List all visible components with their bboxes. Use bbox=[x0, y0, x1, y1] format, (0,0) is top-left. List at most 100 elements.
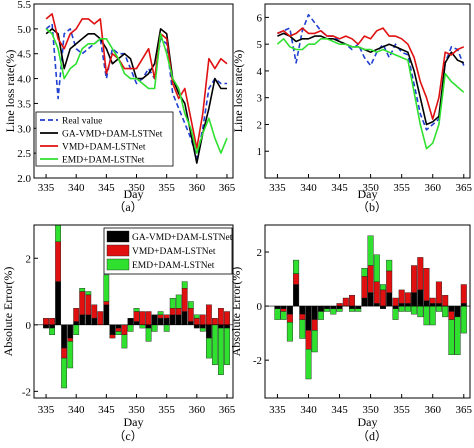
panel-c-bar-emd-dam-lstnet-day-348 bbox=[121, 334, 128, 349]
panel-c-bar-ga-vmd-dam-lstnet-day-346 bbox=[109, 324, 116, 335]
panel-c-bar-vmd-dam-lstnet-day-360 bbox=[193, 318, 200, 326]
panel-c-bar-emd-dam-lstnet-day-341 bbox=[79, 288, 86, 292]
panel-c-bar-vmd-dam-lstnet-day-336 bbox=[49, 318, 56, 326]
panel-c-bar-ga-vmd-dam-lstnet-day-357 bbox=[175, 314, 182, 325]
panel-c-bar-ga-vmd-dam-lstnet-day-343 bbox=[91, 318, 98, 326]
panel-c-bar-ga-vmd-dam-lstnet-day-354 bbox=[157, 318, 164, 326]
panel-d-bar-vmd-dam-lstnet-day-339 bbox=[299, 314, 306, 320]
panel-c-y-tick-label-1: 0 bbox=[26, 320, 32, 332]
panel-c-plot-area bbox=[43, 225, 230, 389]
panel-d-bar-emd-dam-lstnet-day-349 bbox=[361, 268, 368, 277]
panel-d-bar-ga-vmd-dam-lstnet-day-343 bbox=[324, 305, 331, 310]
panel-c-legend-label-0: GA-VMD+DAM-LSTNet bbox=[132, 233, 233, 243]
panel-d-bar-ga-vmd-dam-lstnet-day-359 bbox=[423, 300, 430, 307]
panel-d-bar-emd-dam-lstnet-day-351 bbox=[373, 254, 380, 282]
panel-d-bar-emd-dam-lstnet-day-341 bbox=[311, 330, 318, 353]
panel-d-bar-ga-vmd-dam-lstnet-day-353 bbox=[386, 292, 393, 307]
panel-c-bar-vmd-dam-lstnet-day-337 bbox=[55, 241, 62, 282]
panel-b-y-tick-label-2: 3 bbox=[257, 93, 263, 105]
panel-b-x-tick-label-355: 355 bbox=[393, 182, 410, 194]
panel-a-y-tick-label-6: 5.0 bbox=[17, 24, 31, 36]
panel-c-bar-vmd-dam-lstnet-day-358 bbox=[181, 288, 188, 312]
panel-c-bar-vmd-dam-lstnet-day-338 bbox=[61, 347, 68, 359]
panel-c-bar-ga-vmd-dam-lstnet-day-359 bbox=[187, 321, 194, 325]
panel-c-bar-emd-dam-lstnet-day-362 bbox=[205, 337, 212, 359]
panel-d-bar-vmd-dam-lstnet-day-358 bbox=[417, 257, 424, 290]
panel-c-bar-ga-vmd-dam-lstnet-day-352 bbox=[145, 324, 152, 329]
panel-d-x-tick-label-355: 355 bbox=[393, 404, 410, 416]
panel-c-legend-label-2: EMD+DAM-LSTNet bbox=[132, 261, 215, 271]
panel-d-bar-emd-dam-lstnet-day-345 bbox=[336, 308, 343, 312]
panel-c-legend-swatch-0 bbox=[106, 230, 130, 243]
panel-c-bar-emd-dam-lstnet-day-339 bbox=[67, 341, 74, 369]
panel-c-x-tick-label-365: 365 bbox=[219, 404, 236, 416]
panel-c-bar-ga-vmd-dam-lstnet-day-338 bbox=[61, 324, 68, 349]
panel-c-x-tick-label-345: 345 bbox=[98, 404, 115, 416]
panel-c-bar-emd-dam-lstnet-day-357 bbox=[175, 294, 182, 309]
panel-c-bar-vmd-dam-lstnet-day-341 bbox=[79, 291, 86, 315]
panel-b-x-axis-label: Day bbox=[358, 187, 378, 201]
panel-a-x-tick-label-360: 360 bbox=[189, 182, 206, 194]
panel-d-bar-vmd-dam-lstnet-day-341 bbox=[311, 319, 318, 331]
panel-b-x-tick-label-340: 340 bbox=[300, 182, 317, 194]
panel-c-bar-ga-vmd-dam-lstnet-day-358 bbox=[181, 311, 188, 326]
panel-d-bar-ga-vmd-dam-lstnet-day-339 bbox=[299, 305, 306, 315]
panel-c-bar-vmd-dam-lstnet-day-339 bbox=[67, 337, 74, 342]
panel-c-bar-vmd-dam-lstnet-day-342 bbox=[85, 294, 92, 316]
panel-d-x-tick-label-340: 340 bbox=[300, 404, 317, 416]
panel-d-bar-emd-dam-lstnet-day-339 bbox=[299, 319, 306, 339]
panel-c-bar-emd-dam-lstnet-day-354 bbox=[157, 311, 164, 315]
panel-a-y-tick-label-2: 3.0 bbox=[17, 123, 31, 135]
panel-d-x-tick-label-365: 365 bbox=[456, 404, 473, 416]
panel-c-bar-vmd-dam-lstnet-day-345 bbox=[103, 301, 110, 305]
panel-d-x-axis-label: Day bbox=[358, 415, 378, 429]
panel-c-x-axis-label: Day bbox=[124, 415, 144, 429]
panel-d-bar-vmd-dam-lstnet-day-363 bbox=[448, 311, 455, 320]
panel-c-bar-vmd-dam-lstnet-day-346 bbox=[109, 334, 116, 339]
panel-c-bar-emd-dam-lstnet-day-364 bbox=[217, 327, 224, 375]
panel-a-caption: （a） bbox=[113, 200, 142, 214]
panel-d-bar-emd-dam-lstnet-day-343 bbox=[324, 308, 331, 312]
panel-d-bar-ga-vmd-dam-lstnet-day-358 bbox=[417, 289, 424, 307]
panel-d-bar-emd-dam-lstnet-day-365 bbox=[460, 305, 467, 334]
panel-d-bar-ga-vmd-dam-lstnet-day-337 bbox=[286, 305, 293, 315]
panel-c-frame bbox=[33, 224, 234, 399]
panel-b-y-tick-label-5: 6 bbox=[257, 12, 263, 24]
panel-d-x-tick-label-335: 335 bbox=[269, 404, 286, 416]
panel-d-x-tick-label-360: 360 bbox=[424, 404, 441, 416]
panel-d-bar-emd-dam-lstnet-day-364 bbox=[454, 316, 461, 355]
panel-c-legend-label-1: VMD+DAM-LSTNet bbox=[132, 247, 216, 257]
panel-c-bar-ga-vmd-dam-lstnet-day-364 bbox=[217, 324, 224, 329]
panel-d-bar-ga-vmd-dam-lstnet-day-354 bbox=[392, 305, 399, 310]
panel-d-bar-vmd-dam-lstnet-day-356 bbox=[404, 292, 411, 304]
panel-b-y-tick-label-4: 5 bbox=[257, 39, 263, 51]
panel-c-bar-ga-vmd-dam-lstnet-day-361 bbox=[199, 324, 206, 329]
panel-d-bar-ga-vmd-dam-lstnet-day-364 bbox=[454, 305, 461, 318]
panel-d-bar-vmd-dam-lstnet-day-362 bbox=[442, 295, 449, 307]
panel-a-x-tick-label-365: 365 bbox=[219, 182, 236, 194]
panel-d-bar-ga-vmd-dam-lstnet-day-352 bbox=[380, 305, 387, 310]
panel-c-bar-emd-dam-lstnet-day-340 bbox=[73, 324, 80, 335]
panel-a-x-tick-label-350: 350 bbox=[128, 182, 145, 194]
panel-c-bar-vmd-dam-lstnet-day-351 bbox=[139, 311, 146, 326]
panel-b-x-tick-label-345: 345 bbox=[331, 182, 348, 194]
panel-d-bar-emd-dam-lstnet-day-355 bbox=[398, 305, 405, 312]
panel-b-y-tick-label-0: 1 bbox=[257, 146, 263, 158]
panel-c-legend-swatch-1 bbox=[106, 244, 130, 257]
panel-d-bar-ga-vmd-dam-lstnet-day-342 bbox=[317, 305, 324, 312]
panel-c-x-tick-label-340: 340 bbox=[68, 404, 85, 416]
panel-c-bar-ga-vmd-dam-lstnet-day-349 bbox=[127, 318, 134, 326]
panel-c-bar-ga-vmd-dam-lstnet-day-340 bbox=[73, 321, 80, 325]
panel-c-x-tick-label-355: 355 bbox=[158, 404, 175, 416]
panel-d-bar-ga-vmd-dam-lstnet-day-355 bbox=[398, 303, 405, 307]
panel-d-bar-ga-vmd-dam-lstnet-day-361 bbox=[435, 303, 442, 307]
panel-d-bar-ga-vmd-dam-lstnet-day-357 bbox=[411, 292, 418, 307]
panel-d-bar-ga-vmd-dam-lstnet-day-336 bbox=[280, 305, 287, 310]
panel-d-y-axis-label: Absolute Error(%) bbox=[229, 267, 243, 357]
panel-c-bar-emd-dam-lstnet-day-350 bbox=[133, 308, 140, 312]
panel-c-bar-vmd-dam-lstnet-day-340 bbox=[73, 308, 80, 322]
panel-d-bar-emd-dam-lstnet-day-347 bbox=[349, 308, 356, 312]
panel-d-bar-emd-dam-lstnet-day-358 bbox=[417, 305, 424, 318]
panel-c-bar-emd-dam-lstnet-day-351 bbox=[139, 324, 146, 329]
